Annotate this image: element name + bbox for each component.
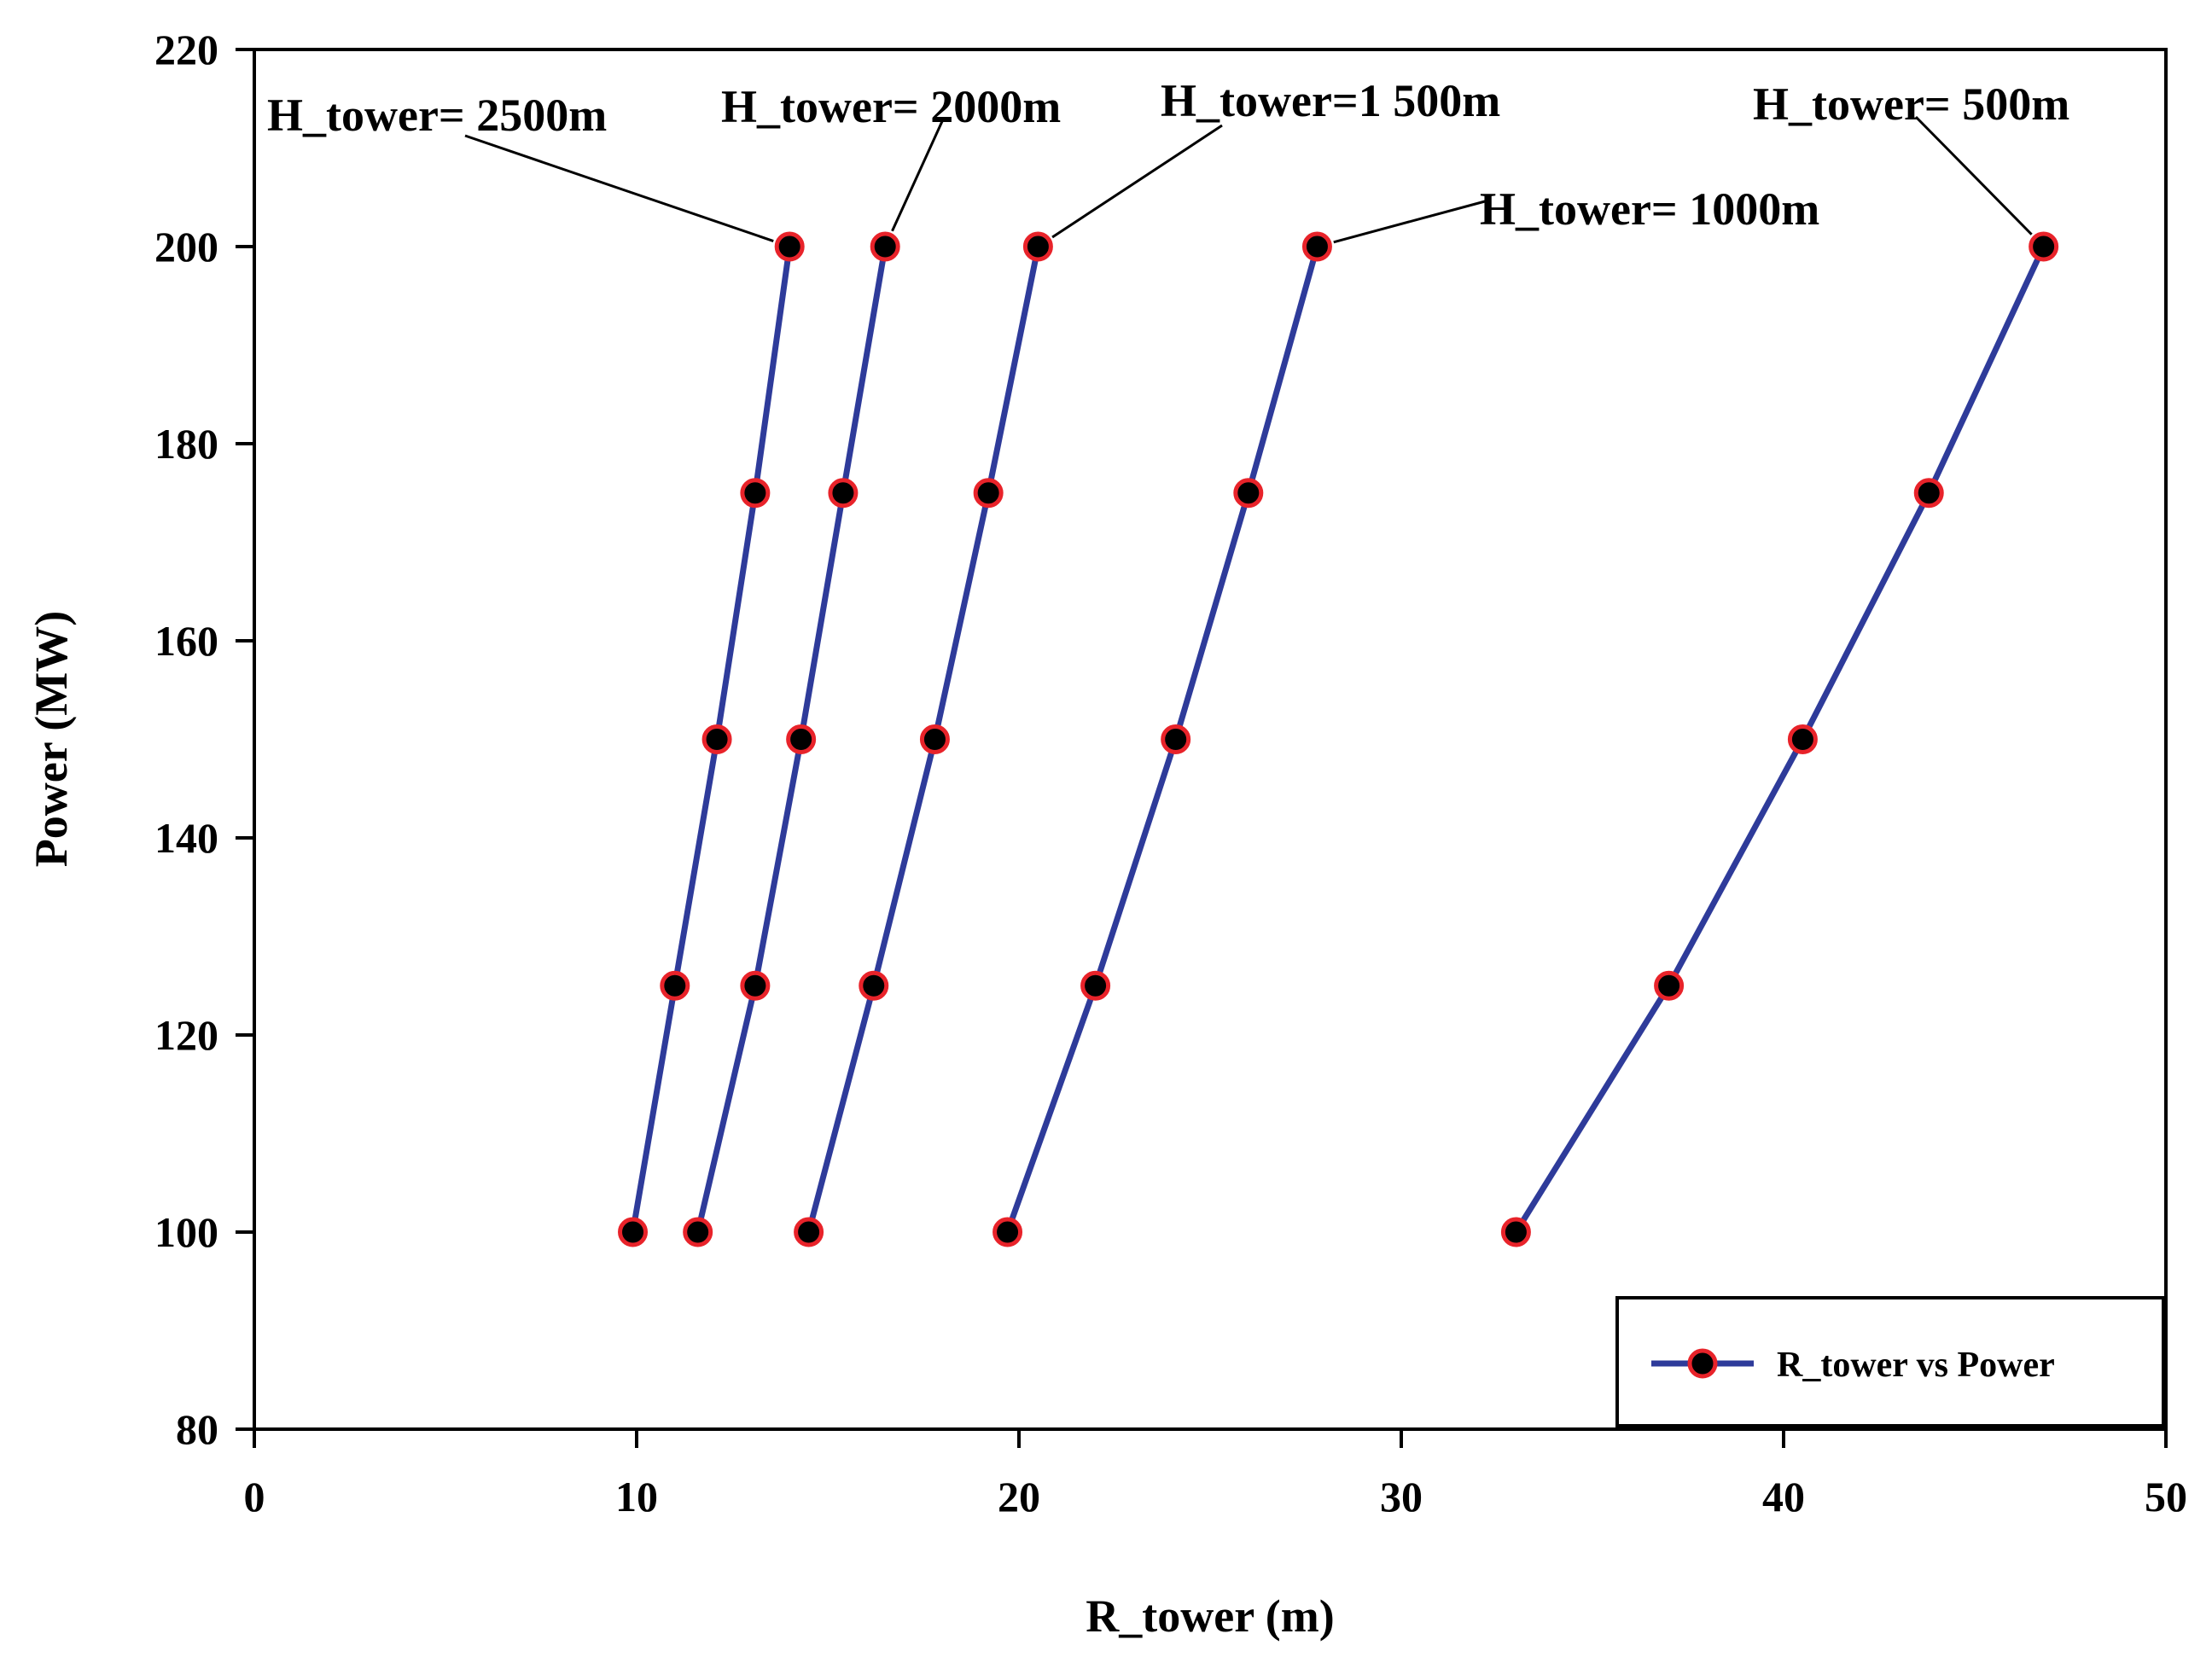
series-2 <box>683 231 900 1247</box>
annotation-label: H_tower= 1000m <box>1480 183 1819 235</box>
data-point <box>1913 478 1944 509</box>
data-point <box>1080 970 1111 1001</box>
series-1 <box>618 231 805 1247</box>
data-point <box>774 231 805 262</box>
data-point <box>1500 1217 1531 1247</box>
data-point <box>1787 724 1818 754</box>
data-point <box>1022 231 1053 262</box>
x-tick-label: 10 <box>615 1473 658 1520</box>
series-layer <box>618 231 2059 1247</box>
data-point <box>992 1217 1023 1247</box>
y-tick-label: 80 <box>176 1405 218 1453</box>
x-tick-label: 50 <box>2145 1473 2187 1520</box>
annotation-layer: H_tower= 2500m H_tower= 2000m H_tower=1 50… <box>267 75 2069 244</box>
annotation-label: H_tower= 500m <box>1753 78 2069 130</box>
y-tick-label: 120 <box>154 1011 218 1059</box>
data-point <box>660 970 690 1001</box>
y-tick-label: 180 <box>154 420 218 468</box>
annotation-label: H_tower=1 500m <box>1161 75 1500 126</box>
x-tick-label: 20 <box>998 1473 1040 1520</box>
y-tick-label: 200 <box>154 223 218 270</box>
legend: R_tower vs Power <box>1615 1296 2165 1427</box>
x-tick-label: 30 <box>1380 1473 1423 1520</box>
data-point <box>1654 970 1685 1001</box>
data-point <box>1301 231 1332 262</box>
annotation-leader-line <box>1914 115 2033 235</box>
data-point <box>870 231 900 262</box>
series-3 <box>794 231 1053 1247</box>
axes: 0 10 20 30 40 50 80 100 120 140 160 180 200 220 <box>154 26 2187 1520</box>
series-4 <box>992 231 1332 1247</box>
x-tick-label: 40 <box>1762 1473 1805 1520</box>
data-point <box>2029 231 2059 262</box>
annotation-leader-line <box>1051 124 1223 239</box>
x-axis-title: R_tower (m) <box>1086 1590 1334 1642</box>
data-point <box>859 970 889 1001</box>
annotation-label: H_tower= 2500m <box>267 90 607 141</box>
y-tick-label: 220 <box>154 26 218 73</box>
data-point <box>701 724 732 754</box>
legend-marker-sample <box>1687 1348 1718 1379</box>
y-tick-label: 140 <box>154 814 218 862</box>
annotation-leader-line <box>1333 200 1486 244</box>
annotation-leader-line <box>891 119 945 232</box>
data-point <box>740 970 771 1001</box>
annotation-leader-line <box>464 134 774 242</box>
data-point <box>828 478 859 509</box>
data-point <box>1161 724 1191 754</box>
data-point <box>919 724 950 754</box>
plot-area <box>253 48 2168 1431</box>
data-point <box>618 1217 649 1247</box>
y-tick-label: 100 <box>154 1208 218 1256</box>
y-axis-title: Power (MW) <box>26 611 77 867</box>
data-point <box>683 1217 713 1247</box>
y-tick-label: 160 <box>154 617 218 665</box>
annotation-label: H_tower= 2000m <box>721 81 1061 132</box>
x-tick-label: 0 <box>244 1473 265 1520</box>
legend-label: R_tower vs Power <box>1777 1346 2055 1385</box>
data-point <box>1233 478 1264 509</box>
data-point <box>740 478 771 509</box>
data-point <box>794 1217 824 1247</box>
data-point <box>786 724 817 754</box>
data-point <box>973 478 1004 509</box>
series-5 <box>1500 231 2059 1247</box>
